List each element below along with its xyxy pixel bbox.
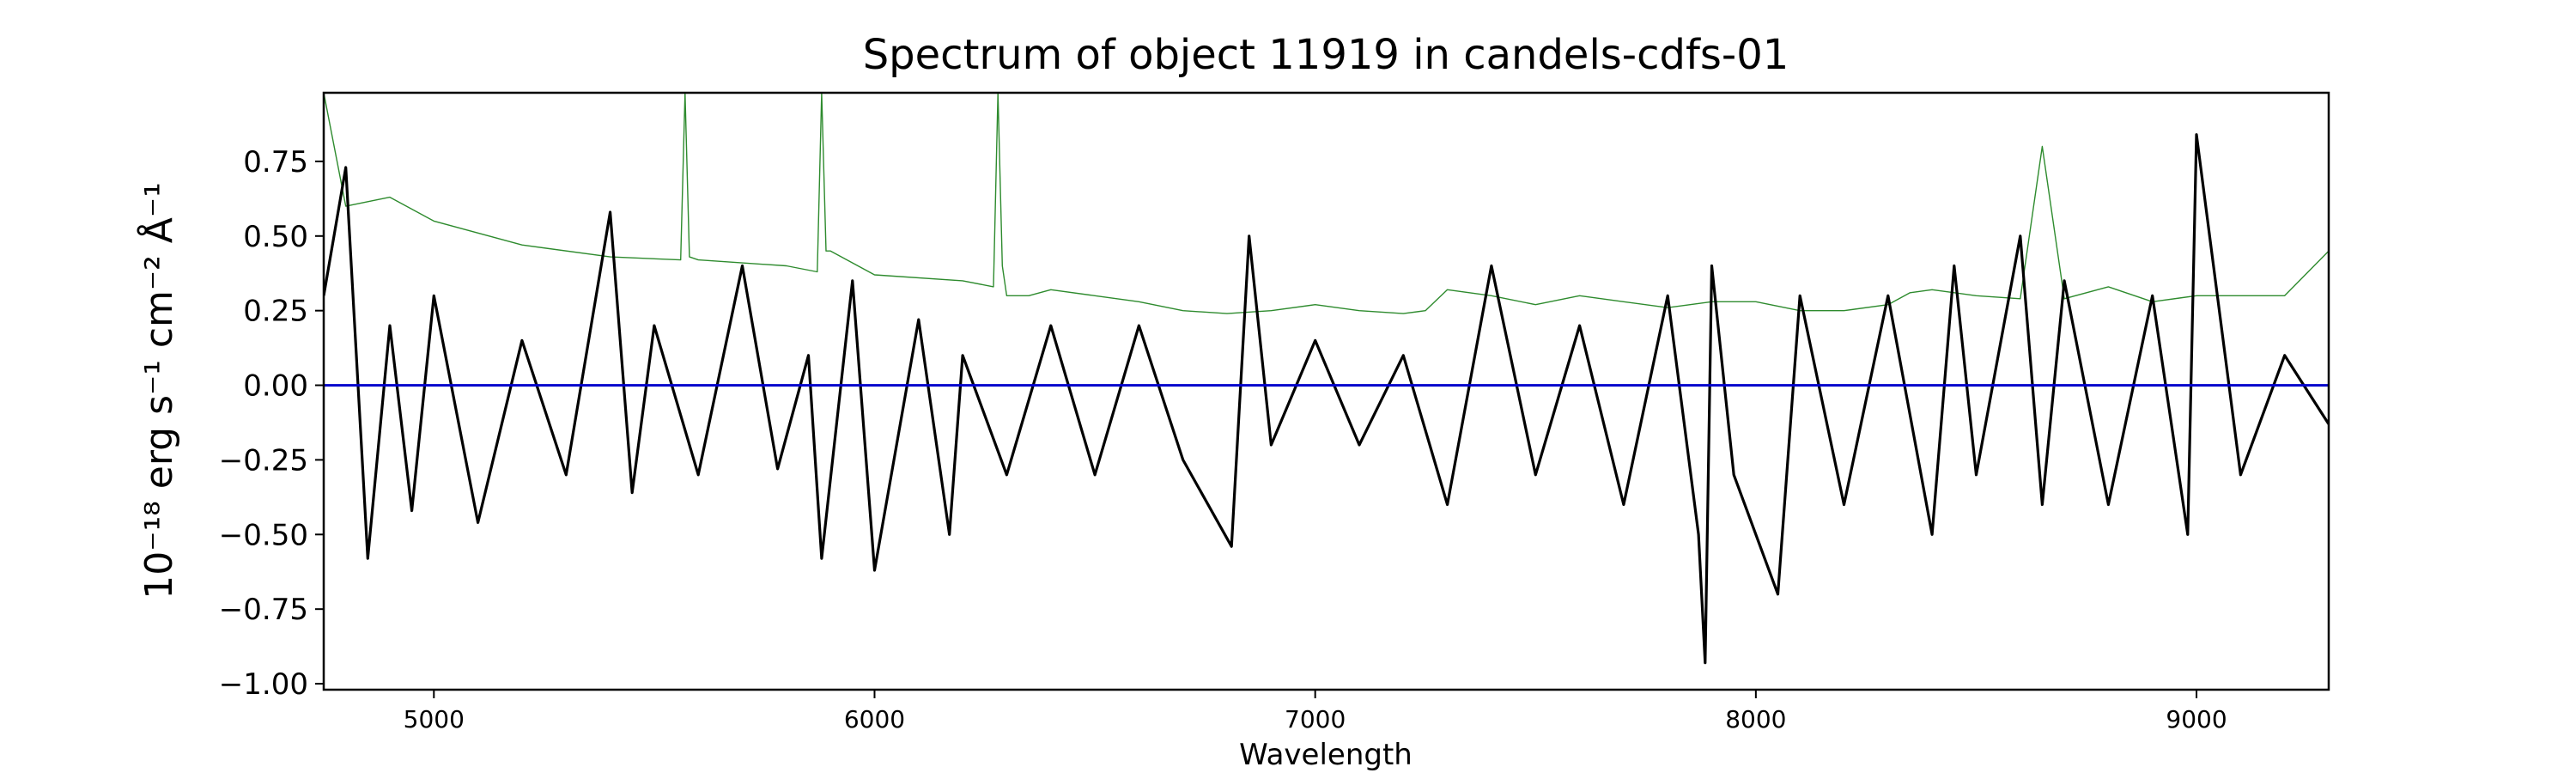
x-axis-label: Wavelength — [1239, 738, 1413, 772]
flux-series-line — [324, 133, 2329, 665]
y-tick-label: −0.50 — [219, 518, 308, 552]
plot-area — [324, 93, 2329, 665]
x-tick-label: 7000 — [1285, 705, 1346, 733]
x-tick-label: 5000 — [404, 705, 465, 733]
chart-title: Spectrum of object 11919 in candels-cdfs… — [863, 31, 1789, 79]
y-tick-label: 0.50 — [243, 220, 308, 254]
error-series-line — [324, 93, 2329, 314]
y-axis-label: 10⁻¹⁸ erg s⁻¹ cm⁻² Å⁻¹ — [136, 182, 181, 599]
y-tick-label: 0.00 — [243, 369, 308, 404]
x-axis: 5000 6000 7000 8000 9000 — [404, 690, 2227, 733]
y-axis: 0.75 0.50 0.25 0.00 −0.25 −0.50 −0.75 −1.00 — [219, 145, 324, 702]
y-tick-label: −1.00 — [219, 667, 308, 702]
plot-frame — [322, 91, 2330, 691]
x-tick-label: 9000 — [2166, 705, 2227, 733]
x-tick-label: 8000 — [1725, 705, 1786, 733]
y-tick-label: −0.25 — [219, 443, 308, 478]
x-tick-label: 6000 — [844, 705, 905, 733]
y-tick-label: −0.75 — [219, 593, 308, 627]
y-tick-label: 0.75 — [243, 145, 308, 180]
y-tick-label: 0.25 — [243, 295, 308, 329]
